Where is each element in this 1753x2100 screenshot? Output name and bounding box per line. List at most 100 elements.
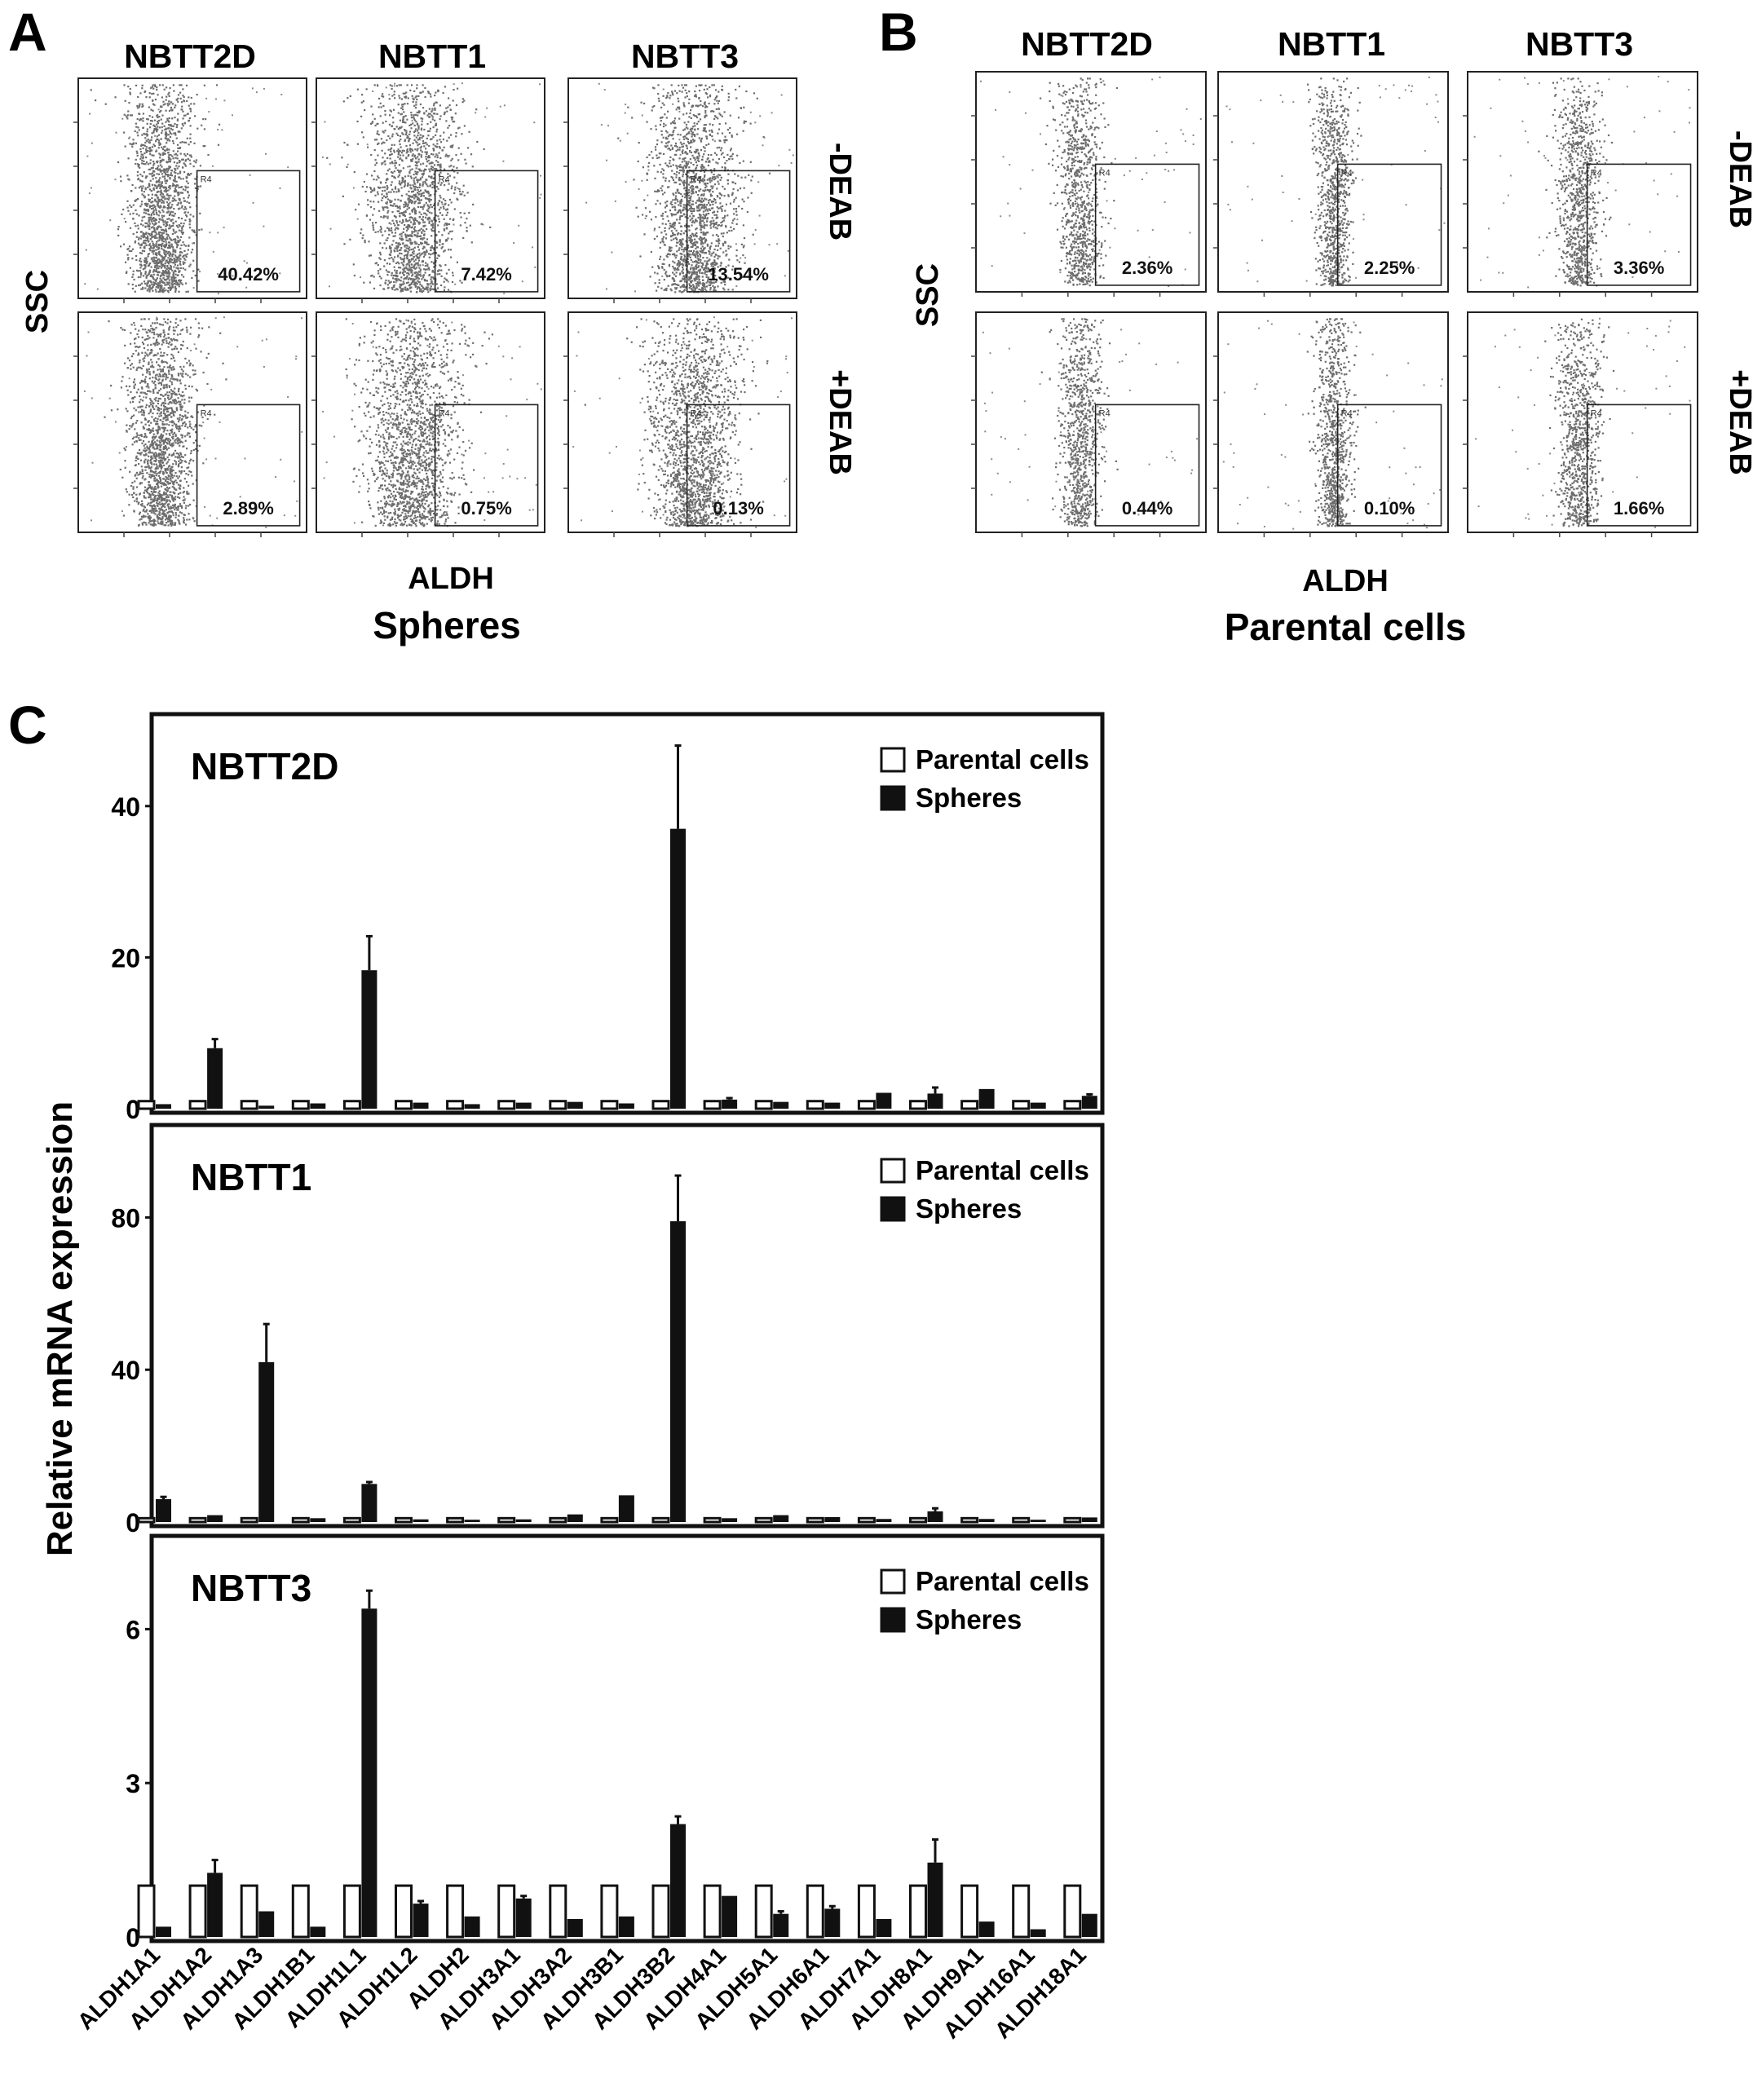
flow-event-dot [187, 172, 189, 175]
flow-event-dot [141, 162, 144, 165]
flow-event-dot [724, 240, 726, 243]
flow-event-dot [149, 249, 152, 252]
flow-event-dot [174, 172, 177, 174]
flow-event-dot [150, 108, 152, 111]
flow-event-dot [448, 223, 451, 226]
flow-event-dot [413, 264, 416, 267]
flow-event-dot [158, 265, 161, 267]
flow-event-dot [414, 193, 417, 196]
flow-event-dot [746, 210, 748, 214]
flow-event-dot [179, 236, 183, 238]
flow-event-dot [128, 245, 131, 248]
flow-event-dot [408, 190, 410, 192]
flow-event-dot [390, 153, 392, 156]
flow-event-dot [373, 170, 376, 173]
flow-event-dot [723, 141, 726, 143]
flow-event-dot [160, 109, 162, 112]
flow-event-dot [402, 92, 404, 95]
flow-event-dot [199, 165, 201, 167]
flow-event-dot [168, 100, 170, 103]
flow-event-dot [329, 227, 332, 230]
flow-event-dot [727, 289, 730, 291]
flow-event-dot [698, 204, 700, 206]
flow-event-dot [453, 223, 455, 226]
flow-event-dot [713, 260, 716, 262]
flow-event-dot [139, 173, 142, 176]
flow-event-dot [199, 185, 202, 188]
flow-event-dot [177, 100, 179, 103]
flow-event-dot [709, 181, 712, 183]
flow-event-dot [176, 264, 179, 267]
flow-event-dot [413, 255, 415, 258]
flow-event-dot [468, 130, 470, 133]
flow-event-dot [695, 115, 697, 117]
flow-event-dot [145, 258, 148, 261]
flow-event-dot [174, 174, 176, 178]
flow-event-dot [690, 249, 692, 253]
flow-event-dot [672, 260, 674, 262]
flow-event-dot [383, 242, 386, 245]
flow-event-dot [169, 259, 171, 262]
flow-event-dot [678, 243, 682, 245]
flow-event-dot [461, 101, 464, 104]
flow-event-dot [425, 190, 427, 192]
flow-event-dot [422, 181, 425, 183]
flow-event-dot [408, 138, 410, 140]
flow-event-dot [437, 161, 439, 164]
flow-event-dot [700, 261, 702, 263]
flow-event-dot [146, 175, 148, 178]
flow-event-dot [137, 165, 139, 168]
flow-event-dot [438, 152, 440, 154]
flow-event-dot [426, 143, 428, 146]
flow-event-dot [165, 121, 167, 123]
flow-event-dot [676, 218, 678, 221]
flow-a-row-label-minus: -DEAB [823, 143, 857, 240]
flow-event-dot [186, 174, 189, 176]
flow-event-dot [388, 94, 391, 96]
flow-event-dot [466, 230, 468, 232]
flow-event-dot [159, 280, 161, 283]
flow-event-dot [142, 286, 144, 289]
flow-event-dot [713, 248, 716, 251]
flow-event-dot [152, 284, 155, 286]
flow-event-dot [682, 102, 685, 104]
flow-event-dot [682, 170, 685, 173]
flow-event-dot [475, 108, 478, 111]
flow-event-dot [702, 130, 704, 132]
flow-event-dot [709, 270, 712, 273]
flow-event-dot [180, 84, 183, 86]
flow-event-dot [695, 266, 698, 269]
flow-event-dot [420, 170, 422, 172]
flow-event-dot [663, 268, 665, 271]
flow-event-dot [114, 179, 117, 181]
flow-event-dot [178, 229, 180, 232]
flow-event-dot [223, 227, 225, 229]
flow-event-dot [683, 276, 686, 279]
flow-event-dot [140, 244, 143, 246]
flow-event-dot [709, 179, 711, 182]
flow-event-dot [668, 263, 671, 266]
flow-event-dot [136, 170, 139, 173]
flow-event-dot [702, 231, 704, 233]
flow-event-dot [443, 228, 445, 231]
flow-event-dot [158, 236, 161, 239]
flow-event-dot [683, 254, 686, 257]
flow-event-dot [404, 245, 406, 247]
flow-event-dot [400, 222, 403, 224]
flow-event-dot [166, 193, 169, 196]
flow-event-dot [418, 252, 421, 254]
flow-event-dot [406, 271, 408, 275]
flow-event-dot [132, 270, 135, 272]
flow-event-dot [400, 98, 403, 100]
flow-event-dot [708, 178, 711, 180]
flow-event-dot [165, 229, 167, 232]
flow-event-dot [412, 149, 414, 152]
flow-event-dot [154, 270, 157, 272]
flow-event-dot [687, 127, 689, 130]
flow-event-dot [513, 242, 515, 244]
flow-event-dot [139, 231, 142, 233]
flow-event-dot [176, 274, 179, 276]
flow-event-dot [421, 237, 423, 240]
flow-event-dot [155, 232, 157, 234]
flow-event-dot [416, 257, 418, 259]
